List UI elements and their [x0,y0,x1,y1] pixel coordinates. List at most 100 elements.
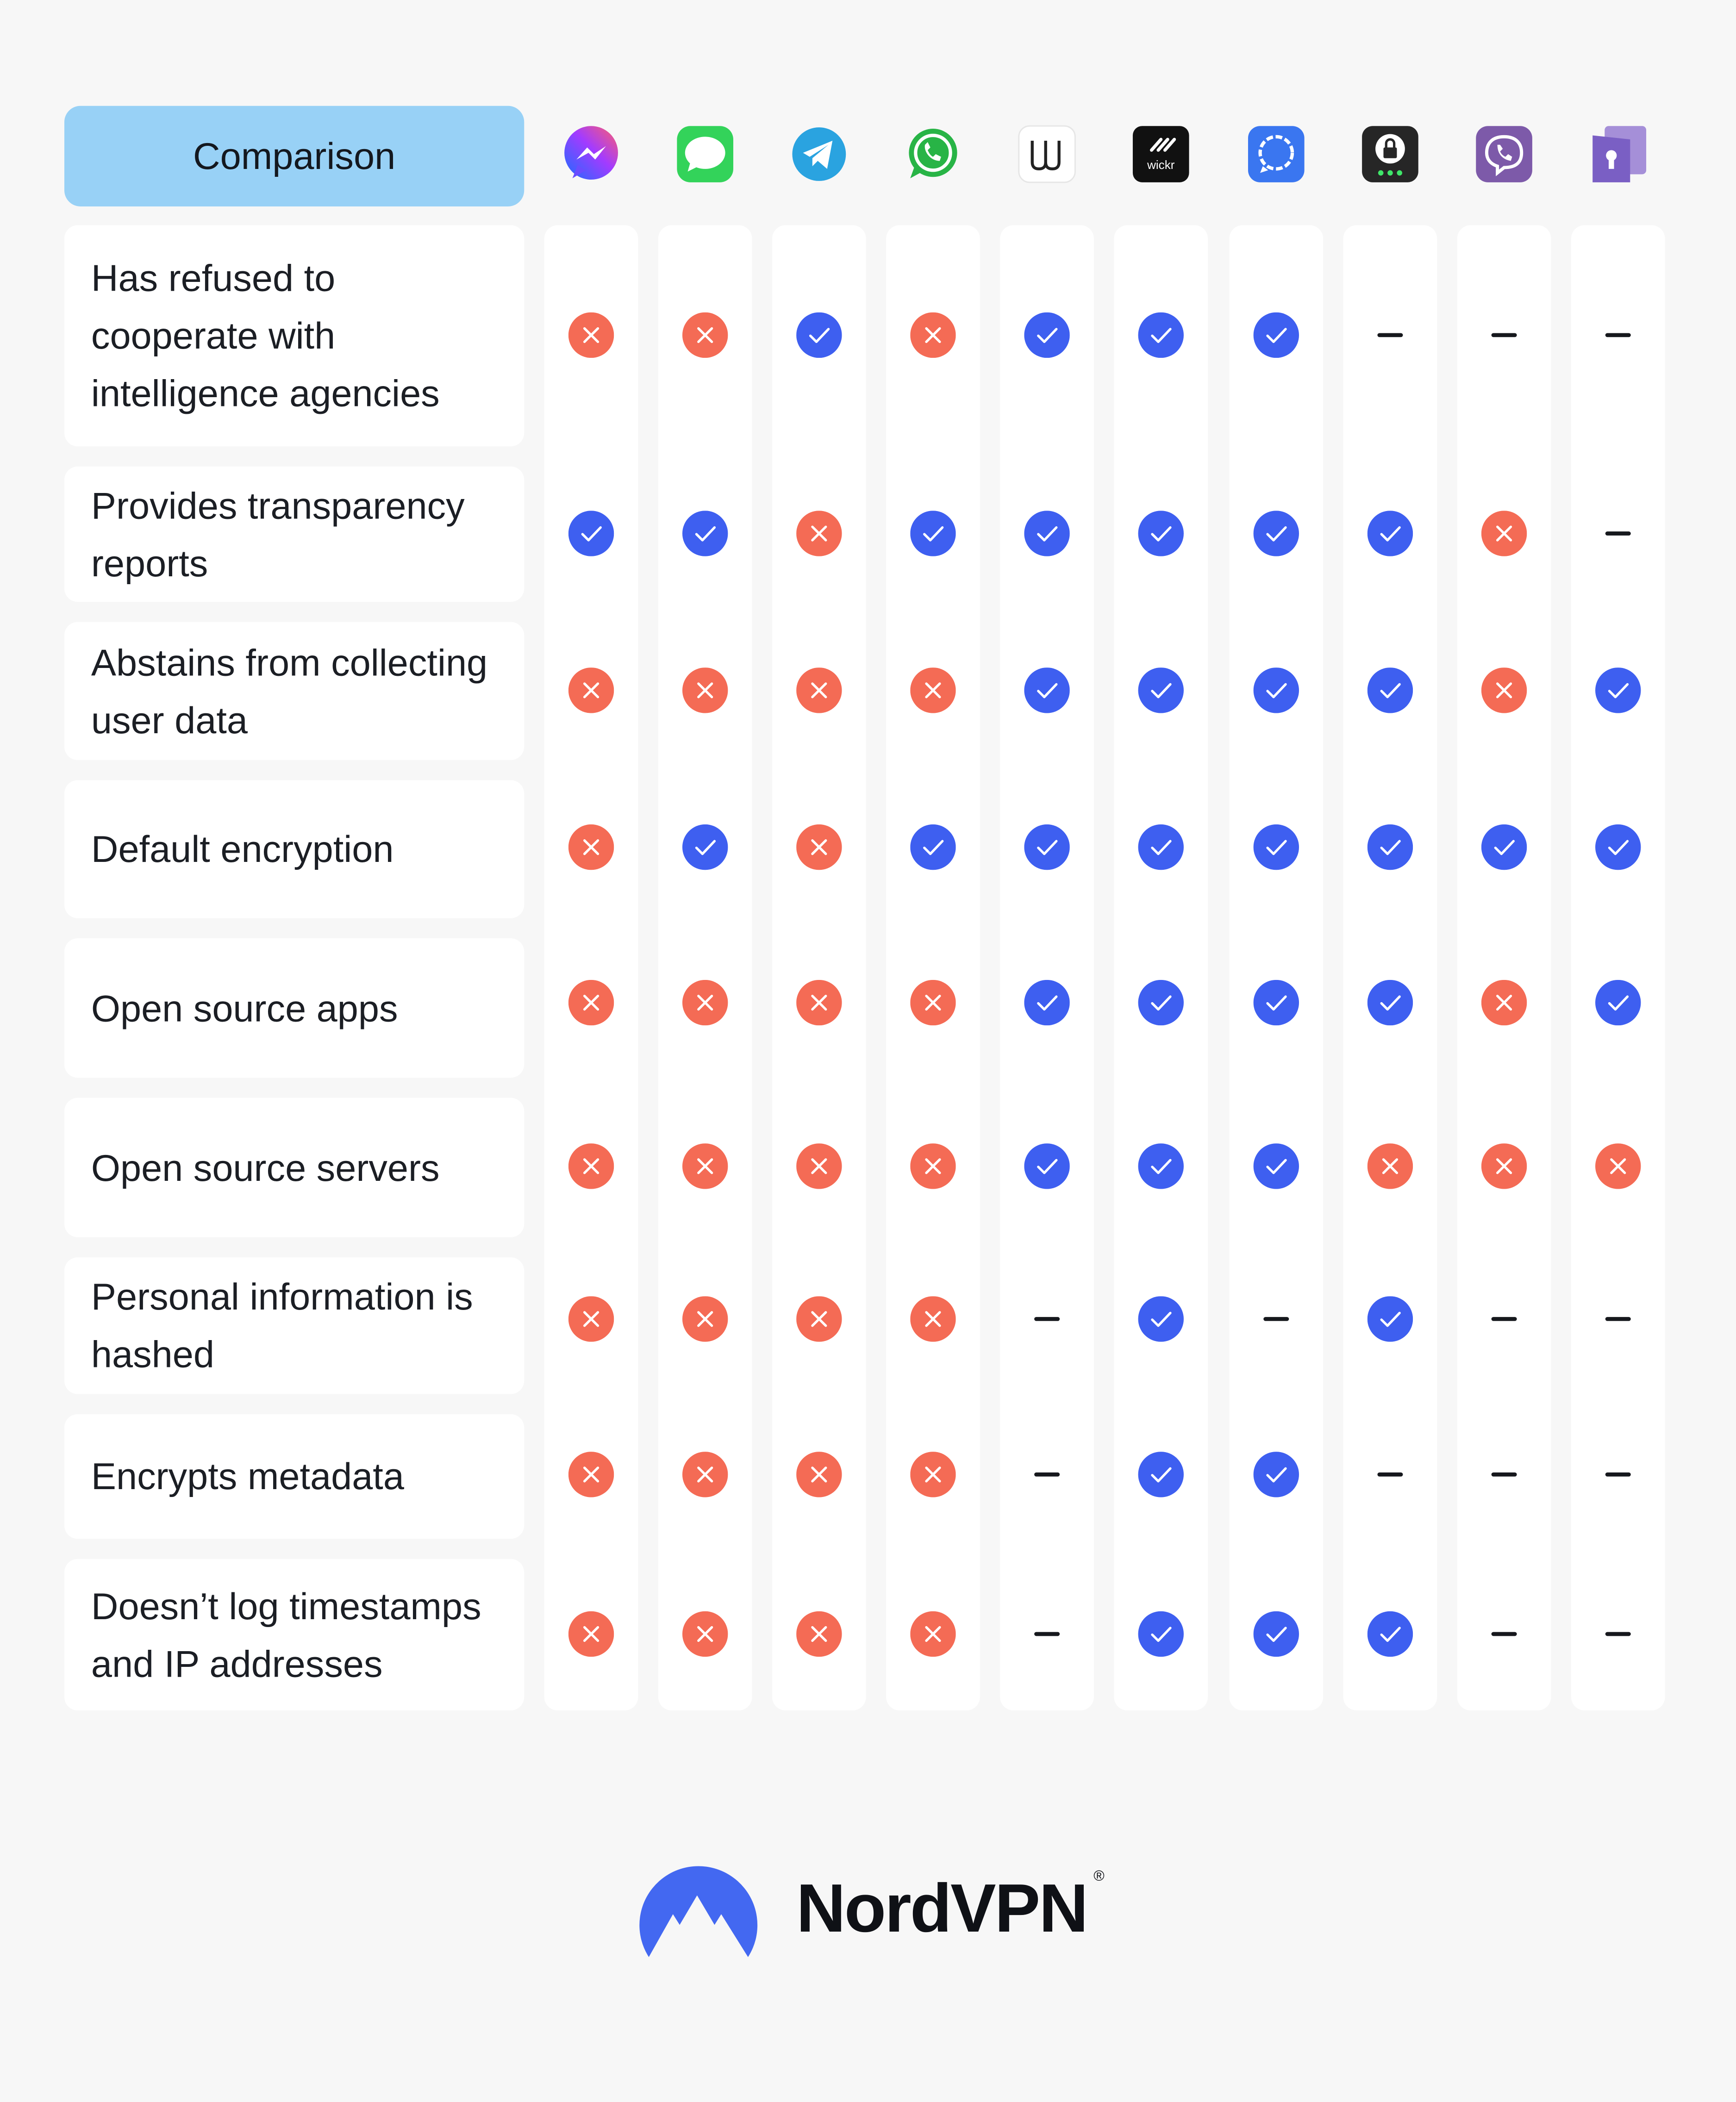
cross-icon [568,312,614,358]
check-icon [1138,312,1184,358]
check-icon [1595,824,1641,870]
cross-icon [796,1296,842,1342]
cross-icon [682,979,728,1026]
cross-icon [796,1143,842,1189]
cross-icon [796,667,842,713]
cross-icon [1481,1143,1527,1189]
check-icon [1367,1296,1413,1342]
check-icon [1481,824,1527,870]
cross-icon [910,1611,956,1657]
cross-icon [682,1296,728,1342]
brand-logo: NordVPN ® [633,1855,1105,1960]
comparison-header-label: Comparison [193,135,396,176]
cross-icon [682,1452,728,1497]
threema-icon [1361,125,1419,183]
cross-icon [1481,979,1527,1026]
cross-icon [910,312,956,358]
row-label: Provides transparency reports [64,466,525,602]
whatsapp-icon [904,125,962,183]
check-icon [1138,1296,1184,1342]
cross-icon [682,1143,728,1189]
dash-icon [1024,1296,1069,1341]
dash-icon [1595,312,1641,358]
cross-icon [682,1611,728,1657]
row-label: Abstains from collecting user data [64,622,525,760]
cross-icon [910,1296,956,1342]
cross-icon [910,1452,956,1497]
check-icon [1138,979,1184,1026]
cross-icon [1481,511,1527,556]
check-icon [1138,1611,1184,1657]
cross-icon [568,1143,614,1189]
wire-icon [1018,125,1076,183]
cross-icon [796,1452,842,1497]
app-column [1571,225,1665,1711]
dash-icon [1368,1452,1413,1497]
brand-name-text: NordVPN [796,1869,1088,1946]
check-icon [1253,979,1299,1026]
cross-icon [568,1296,614,1342]
cross-icon [568,667,614,713]
check-icon [1367,667,1413,713]
dash-icon [1481,312,1527,358]
app-column [1343,225,1437,1711]
cross-icon [1481,667,1527,713]
dash-icon [1595,511,1641,556]
check-icon [796,312,842,358]
cross-icon [1367,1143,1413,1189]
cross-icon [568,824,614,870]
dash-icon [1254,1296,1299,1341]
check-icon [1595,667,1641,713]
dash-icon [1595,1452,1641,1497]
check-icon [1253,1611,1299,1657]
imessage-icon [675,125,734,183]
cross-icon [568,1452,614,1497]
check-icon [1138,1143,1184,1189]
cross-icon [568,1611,614,1657]
check-icon [1367,979,1413,1026]
check-icon [1595,979,1641,1026]
row-label: Has refused to cooperate with intelligen… [64,225,525,447]
check-icon [1138,667,1184,713]
cross-icon [910,667,956,713]
row-label: Doesn’t log timestamps and IP addresses [64,1559,525,1711]
dash-icon [1024,1452,1069,1497]
wickr-wordmark: wickr [1147,158,1175,172]
telegram-icon [790,125,849,183]
row-label: Open source apps [64,938,525,1078]
check-icon [1367,1611,1413,1657]
check-icon [910,511,956,556]
nordvpn-mountain-icon [639,1866,758,1957]
check-icon [1138,824,1184,870]
cross-icon [796,511,842,556]
dash-icon [1481,1611,1527,1657]
check-icon [682,511,728,556]
check-icon [1024,1143,1070,1189]
check-icon [910,824,956,870]
cross-icon [568,979,614,1026]
signal-icon [1247,125,1305,183]
check-icon [1024,979,1070,1026]
cross-icon [796,979,842,1026]
check-icon [1138,1452,1184,1497]
check-icon [1367,511,1413,556]
check-icon [1024,824,1070,870]
check-icon [682,824,728,870]
row-label: Default encryption [64,780,525,918]
cross-icon [910,979,956,1026]
wickr-icon: wickr [1131,125,1190,183]
dash-icon [1595,1296,1641,1341]
check-icon [1138,511,1184,556]
dash-icon [1595,1611,1641,1657]
cross-icon [796,1611,842,1657]
row-label: Encrypts metadata [64,1414,525,1539]
cross-icon [682,667,728,713]
check-icon [1024,667,1070,713]
cross-icon [796,824,842,870]
cross-icon [682,312,728,358]
row-label: Personal information is hashed [64,1257,525,1394]
check-icon [1024,312,1070,358]
viber-icon [1474,125,1533,183]
cross-icon [910,1143,956,1189]
